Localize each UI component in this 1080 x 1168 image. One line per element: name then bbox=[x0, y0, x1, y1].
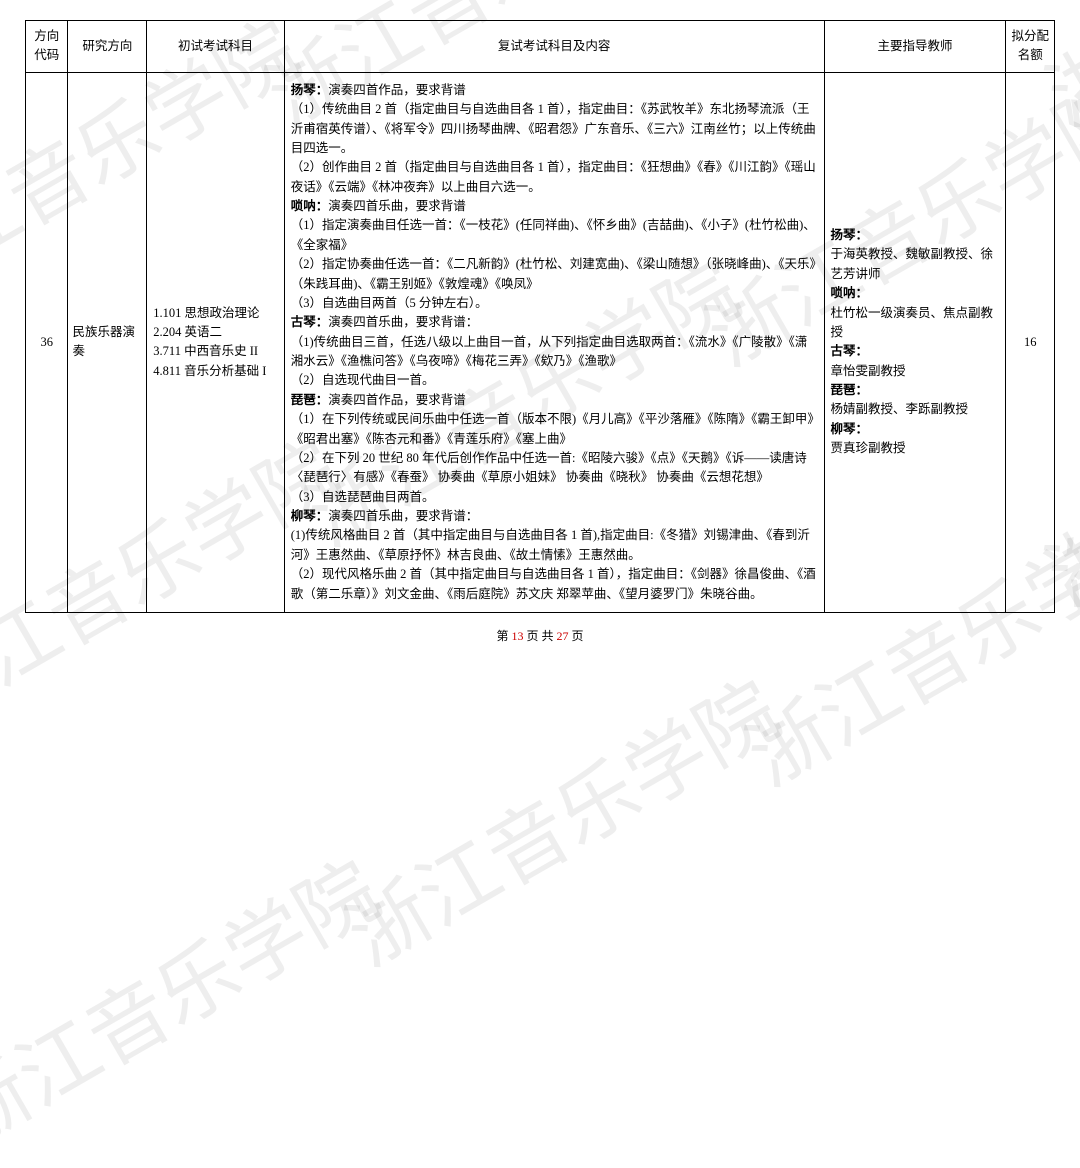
retest-line: （2）自选现代曲目一首。 bbox=[291, 371, 818, 390]
retest-line: （2）创作曲目 2 首（指定曲目与自选曲目各 1 首），指定曲目：《狂想曲》《春… bbox=[291, 158, 818, 197]
retest-line: （2）在下列 20 世纪 80 年代后创作作品中任选一首:《昭陵六骏》《点》《天… bbox=[291, 449, 818, 488]
teacher-heading: 柳琴： bbox=[831, 420, 1000, 439]
teacher-heading: 古琴： bbox=[831, 342, 1000, 361]
prelim-line: 4.811 音乐分析基础 I bbox=[153, 362, 277, 381]
teacher-line: 章怡雯副教授 bbox=[831, 362, 1000, 381]
retest-line: （1）在下列传统或民间乐曲中任选一首（版本不限)《月儿高》《平沙落雁》《陈隋》《… bbox=[291, 410, 818, 449]
footer-text: 第 bbox=[496, 629, 511, 643]
main-table: 方向代码 研究方向 初试考试科目 复试考试科目及内容 主要指导教师 拟分配名额 … bbox=[25, 20, 1055, 613]
cell-direction: 民族乐器演奏 bbox=[68, 72, 147, 612]
footer-total: 27 bbox=[557, 629, 569, 643]
page-footer: 第 13 页 共 27 页 bbox=[25, 627, 1055, 644]
retest-line: （3）自选曲目两首（5 分钟左右）。 bbox=[291, 294, 818, 313]
prelim-line: 1.101 思想政治理论 bbox=[153, 304, 277, 323]
teacher-line: 贾真珍副教授 bbox=[831, 439, 1000, 458]
teacher-line: 杜竹松一级演奏员、焦点副教授 bbox=[831, 304, 1000, 343]
th-quota: 拟分配名额 bbox=[1006, 21, 1055, 73]
footer-text: 页 bbox=[569, 629, 584, 643]
footer-current: 13 bbox=[511, 629, 523, 643]
prelim-line: 2.204 英语二 bbox=[153, 323, 277, 342]
retest-line: (1)传统风格曲目 2 首（其中指定曲目与自选曲目各 1 首),指定曲目:《冬猎… bbox=[291, 526, 818, 565]
retest-guqin: 古琴：演奏四首乐曲，要求背谱： bbox=[291, 313, 818, 332]
th-retest: 复试考试科目及内容 bbox=[284, 21, 824, 73]
retest-pipa: 琵琶：演奏四首作品，要求背谱 bbox=[291, 391, 818, 410]
cell-quota: 16 bbox=[1006, 72, 1055, 612]
th-direction: 研究方向 bbox=[68, 21, 147, 73]
watermark: 浙江音乐学院 bbox=[0, 828, 397, 1168]
th-code: 方向代码 bbox=[26, 21, 68, 73]
watermark: 浙江音乐学院 bbox=[323, 648, 797, 988]
retest-line: （1)传统曲目三首，任选八级以上曲目一首，从下列指定曲目选取两首：《流水》《广陵… bbox=[291, 333, 818, 372]
teacher-heading: 琵琶： bbox=[831, 381, 1000, 400]
cell-retest: 扬琴：演奏四首作品，要求背谱 （1）传统曲目 2 首（指定曲目与自选曲目各 1 … bbox=[284, 72, 824, 612]
th-teachers: 主要指导教师 bbox=[824, 21, 1006, 73]
retest-liuqin: 柳琴：演奏四首乐曲，要求背谱： bbox=[291, 507, 818, 526]
th-prelim: 初试考试科目 bbox=[147, 21, 284, 73]
teacher-heading: 扬琴： bbox=[831, 226, 1000, 245]
retest-line: （1）传统曲目 2 首（指定曲目与自选曲目各 1 首），指定曲目：《苏武牧羊》东… bbox=[291, 100, 818, 158]
cell-prelim: 1.101 思想政治理论 2.204 英语二 3.711 中西音乐史 II 4.… bbox=[147, 72, 284, 612]
page: 方向代码 研究方向 初试考试科目 复试考试科目及内容 主要指导教师 拟分配名额 … bbox=[0, 0, 1080, 664]
teacher-line: 杨婧副教授、李跞副教授 bbox=[831, 400, 1000, 419]
teacher-line: 于海英教授、魏敏副教授、徐艺芳讲师 bbox=[831, 245, 1000, 284]
cell-code: 36 bbox=[26, 72, 68, 612]
table-header-row: 方向代码 研究方向 初试考试科目 复试考试科目及内容 主要指导教师 拟分配名额 bbox=[26, 21, 1055, 73]
table-row: 36 民族乐器演奏 1.101 思想政治理论 2.204 英语二 3.711 中… bbox=[26, 72, 1055, 612]
retest-suona: 唢呐：演奏四首乐曲，要求背谱 bbox=[291, 197, 818, 216]
retest-yangqin: 扬琴：演奏四首作品，要求背谱 bbox=[291, 81, 818, 100]
retest-line: （2）现代风格乐曲 2 首（其中指定曲目与自选曲目各 1 首），指定曲目：《剑器… bbox=[291, 565, 818, 604]
retest-line: （3）自选琵琶曲目两首。 bbox=[291, 488, 818, 507]
retest-line: （2）指定协奏曲任选一首：《二凡新韵》(杜竹松、刘建宽曲)、《梁山随想》（张晓峰… bbox=[291, 255, 818, 294]
teacher-heading: 唢呐： bbox=[831, 284, 1000, 303]
cell-teachers: 扬琴： 于海英教授、魏敏副教授、徐艺芳讲师 唢呐： 杜竹松一级演奏员、焦点副教授… bbox=[824, 72, 1006, 612]
footer-text: 页 共 bbox=[523, 629, 556, 643]
prelim-line: 3.711 中西音乐史 II bbox=[153, 342, 277, 361]
retest-line: （1）指定演奏曲目任选一首：《一枝花》(任同祥曲)、《怀乡曲》(吉喆曲)、《小子… bbox=[291, 216, 818, 255]
